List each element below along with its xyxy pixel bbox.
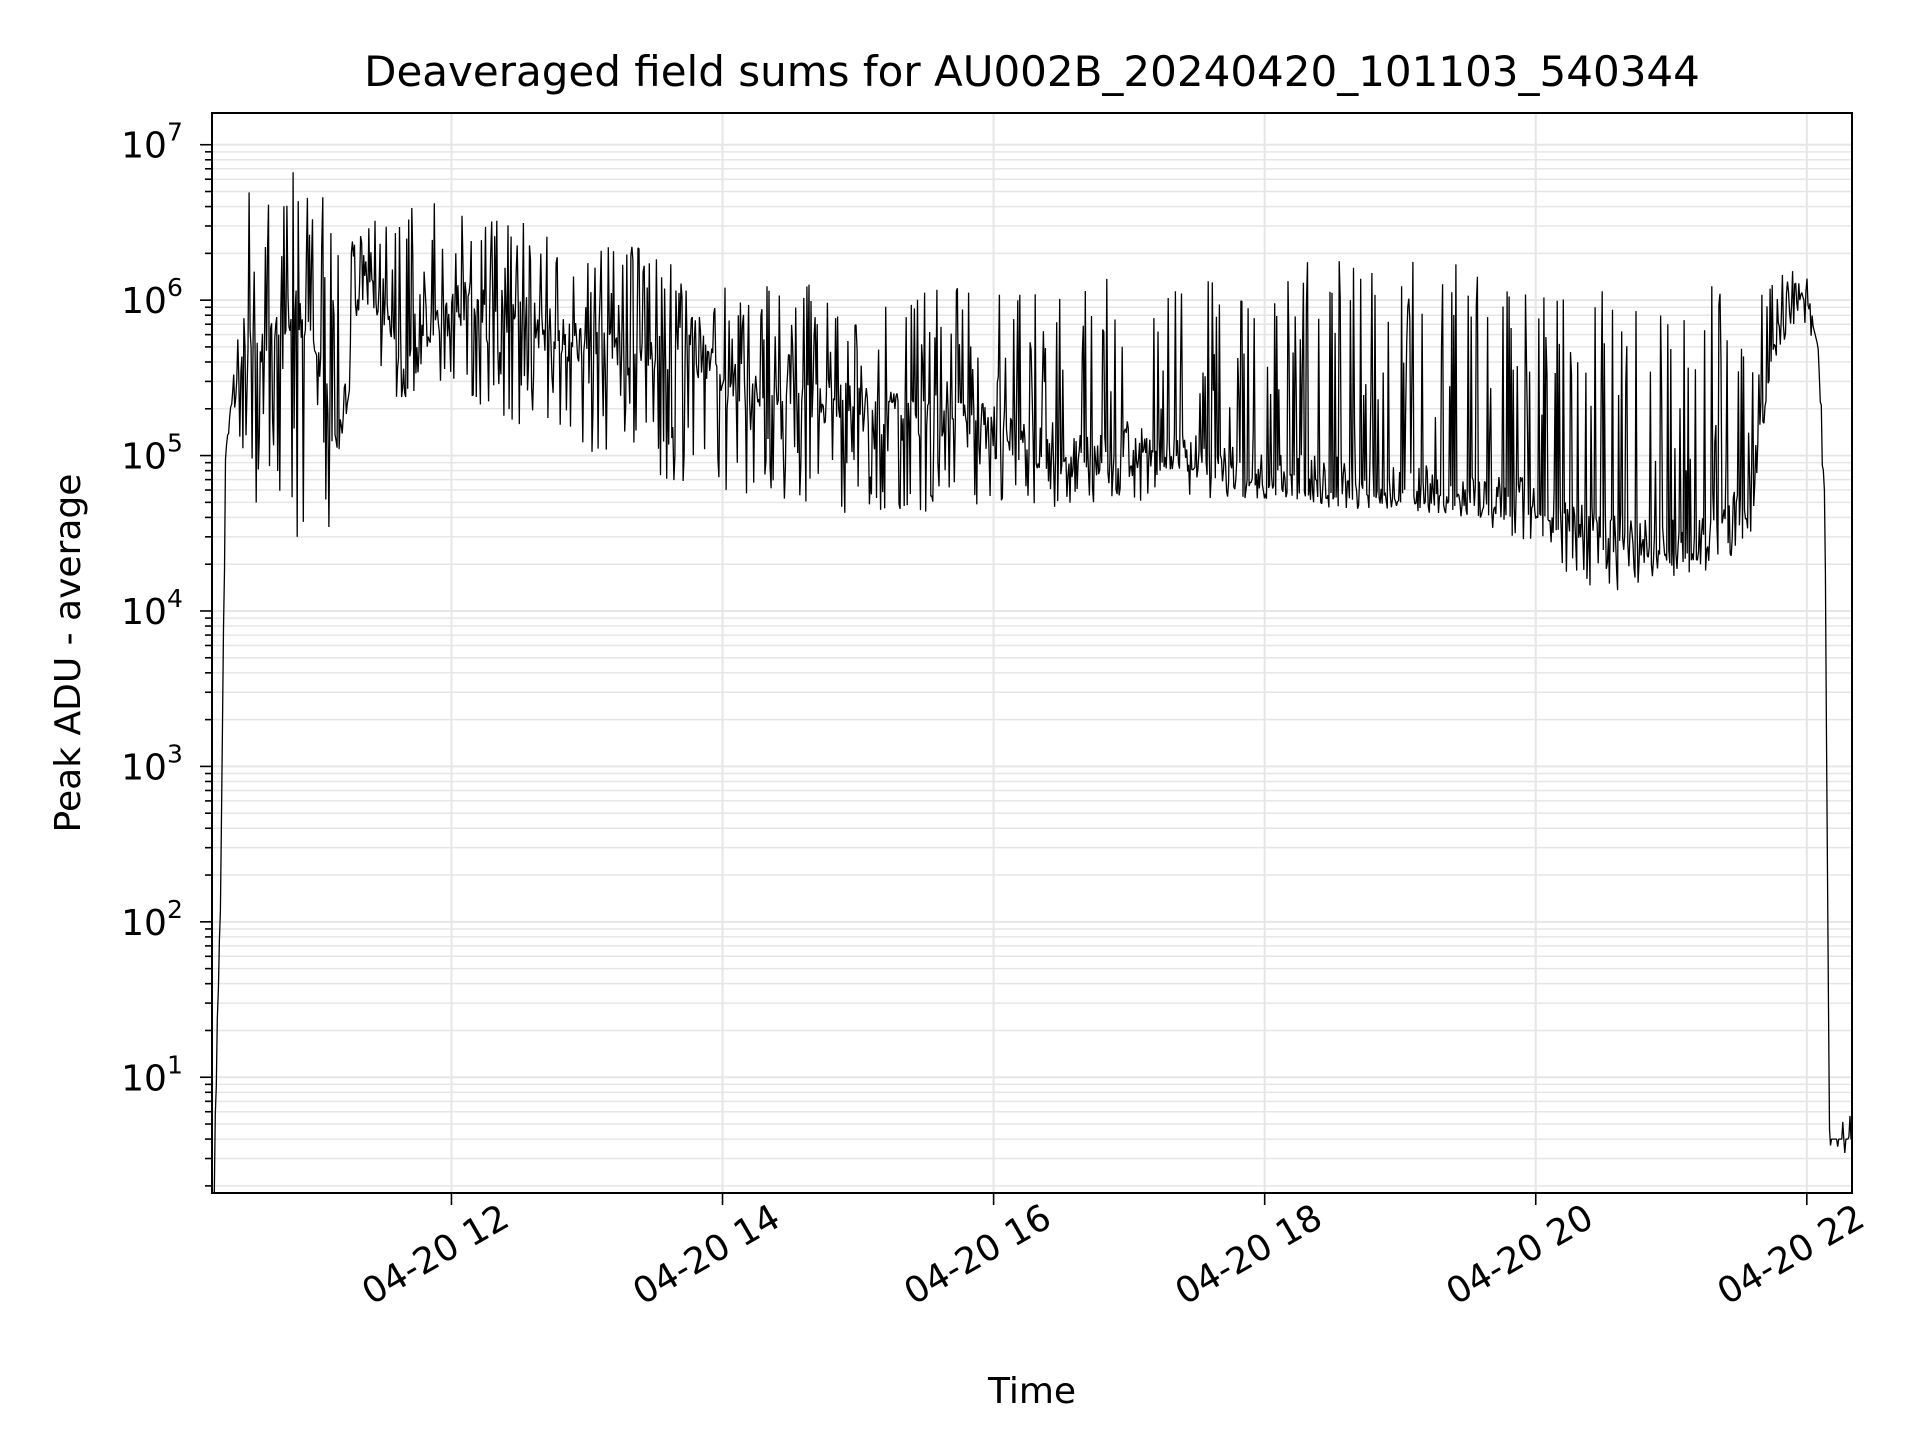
- y-tick-label: 107: [121, 118, 183, 167]
- y-tick-label: 104: [121, 584, 183, 633]
- y-tick-label: 106: [121, 273, 183, 322]
- y-tick-label: 103: [121, 739, 183, 788]
- series-line: [213, 172, 1852, 1194]
- y-tick-label: 101: [121, 1050, 183, 1099]
- y-tick-label: 102: [121, 895, 183, 944]
- data-series: [213, 172, 1852, 1194]
- chart-title: Deaveraged field sums for AU002B_2024042…: [364, 47, 1700, 96]
- x-axis-label: Time: [987, 1371, 1076, 1412]
- y-axis-label: Peak ADU - average: [48, 474, 89, 833]
- plot-frame: [211, 112, 1853, 1194]
- y-tick-label: 105: [121, 429, 183, 478]
